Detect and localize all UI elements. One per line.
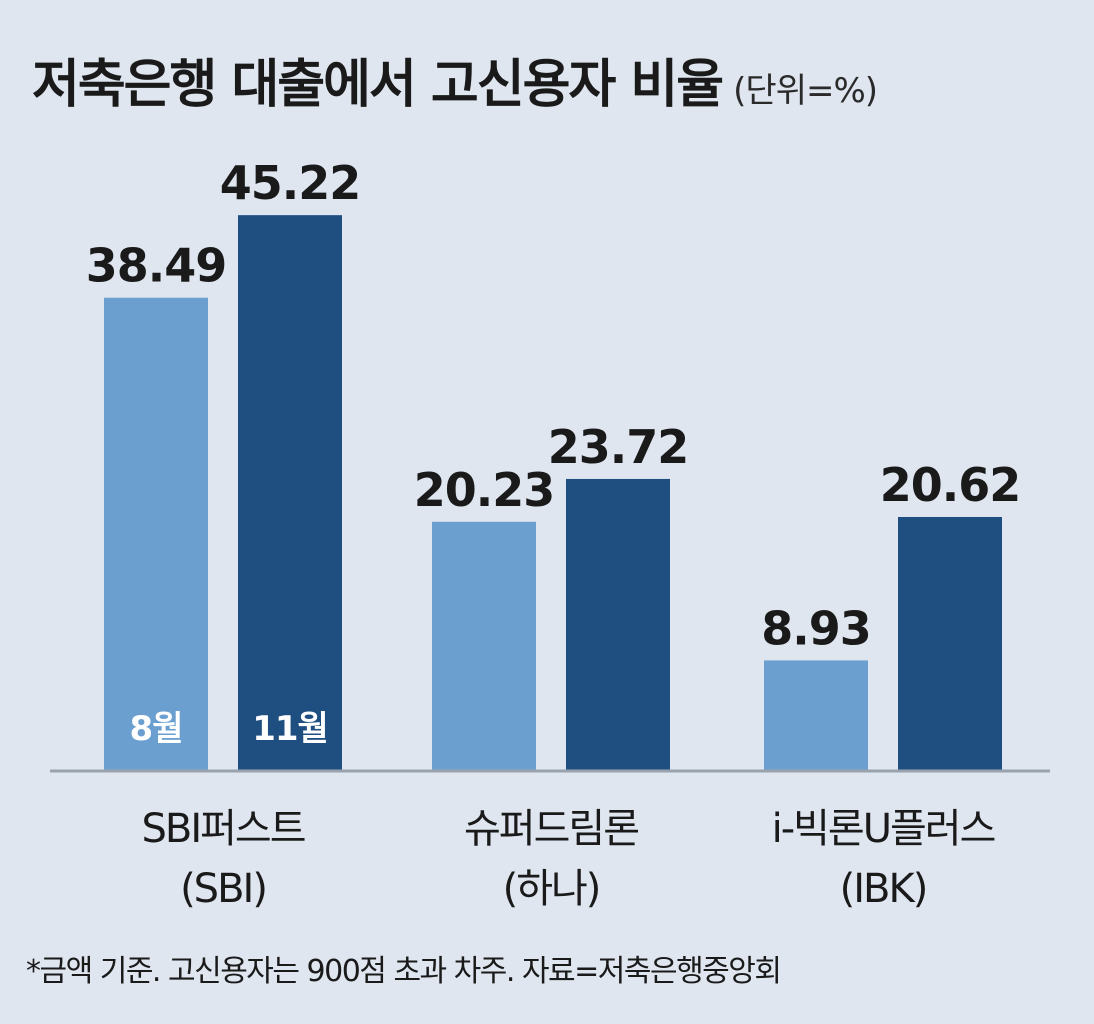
bar-aug-1 (432, 521, 536, 770)
bar-aug-2 (764, 660, 868, 770)
bar-aug-0 (104, 297, 208, 770)
title-row: 저축은행 대출에서 고신용자 비율 (단위=%) (32, 42, 1072, 122)
footnote: *금액 기준. 고신용자는 900점 초과 차주. 자료=저축은행중앙회 (26, 954, 782, 989)
category-label-1: 슈퍼드림론 (464, 806, 638, 852)
legend-aug: 8월 (130, 709, 183, 749)
bar-nov-0 (238, 215, 342, 770)
category-label-2: i-빅론U플러스 (772, 806, 995, 852)
category-sublabel-2: (IBK) (840, 866, 927, 912)
value-label-nov-1: 23.72 (548, 420, 689, 474)
unit-label: (단위=%) (733, 71, 878, 111)
category-sublabel-0: (SBI) (180, 866, 266, 912)
bar-nov-2 (898, 516, 1002, 770)
chart-title: 저축은행 대출에서 고신용자 비율 (32, 55, 724, 115)
legend-nov: 11월 (252, 709, 328, 749)
bar-nov-1 (566, 478, 670, 770)
value-label-aug-0: 38.49 (86, 239, 227, 293)
value-label-nov-2: 20.62 (880, 458, 1021, 512)
category-sublabel-1: (하나) (503, 866, 600, 912)
value-label-nov-0: 45.22 (220, 156, 361, 210)
value-label-aug-2: 8.93 (761, 601, 871, 655)
value-label-aug-1: 20.23 (414, 463, 555, 517)
category-label-0: SBI퍼스트 (141, 806, 304, 852)
